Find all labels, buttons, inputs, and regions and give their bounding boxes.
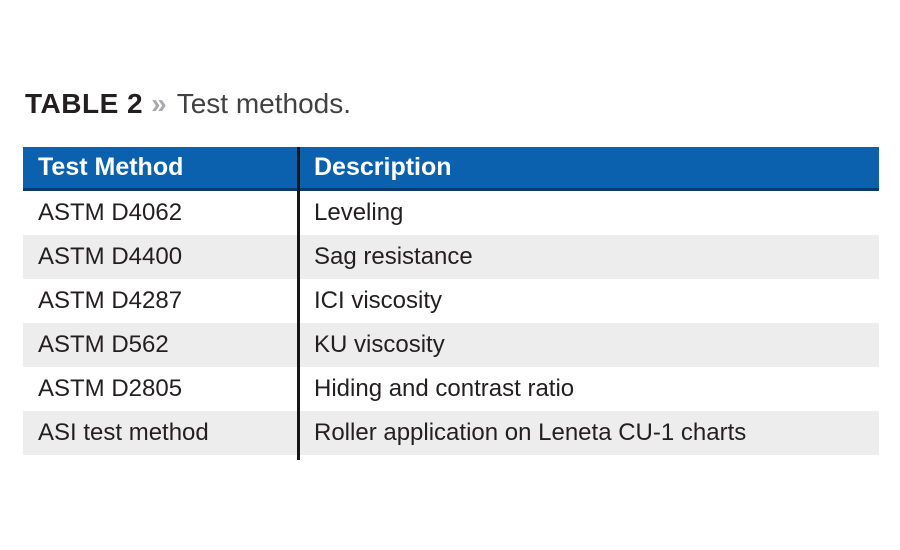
- table-title: TABLE 2: [25, 88, 144, 119]
- table-caption-row: TABLE 2» Test methods.: [25, 86, 351, 122]
- table-row: ASTM D4400 Sag resistance: [23, 235, 879, 279]
- table-row: ASTM D4062 Leveling: [23, 191, 879, 235]
- description-cell: ICI viscosity: [314, 287, 443, 314]
- table-row: ASI test method Roller application on Le…: [23, 411, 879, 455]
- double-chevron-icon: »: [151, 88, 167, 119]
- column-header-description: Description: [314, 153, 452, 181]
- table-subtitle: Test methods.: [176, 88, 351, 119]
- description-cell: Sag resistance: [314, 243, 473, 270]
- method-cell: ASTM D4287: [38, 287, 183, 314]
- table-header-row: Test Method Description: [23, 147, 879, 191]
- description-cell: Leveling: [314, 199, 404, 226]
- column-divider: [297, 147, 300, 460]
- method-cell: ASI test method: [38, 419, 209, 446]
- description-cell: Hiding and contrast ratio: [314, 375, 575, 402]
- method-cell: ASTM D4400: [38, 243, 183, 270]
- test-methods-table: Test Method Description ASTM D4062 Level…: [23, 147, 879, 460]
- description-cell: KU viscosity: [314, 331, 445, 358]
- column-header-test-method: Test Method: [38, 153, 184, 181]
- description-cell: Roller application on Leneta CU-1 charts: [314, 419, 747, 446]
- table-row: ASTM D562 KU viscosity: [23, 323, 879, 367]
- method-cell: ASTM D562: [38, 331, 169, 358]
- method-cell: ASTM D4062: [38, 199, 183, 226]
- method-cell: ASTM D2805: [38, 375, 183, 402]
- table-row: ASTM D2805 Hiding and contrast ratio: [23, 367, 879, 411]
- table-row: ASTM D4287 ICI viscosity: [23, 279, 879, 323]
